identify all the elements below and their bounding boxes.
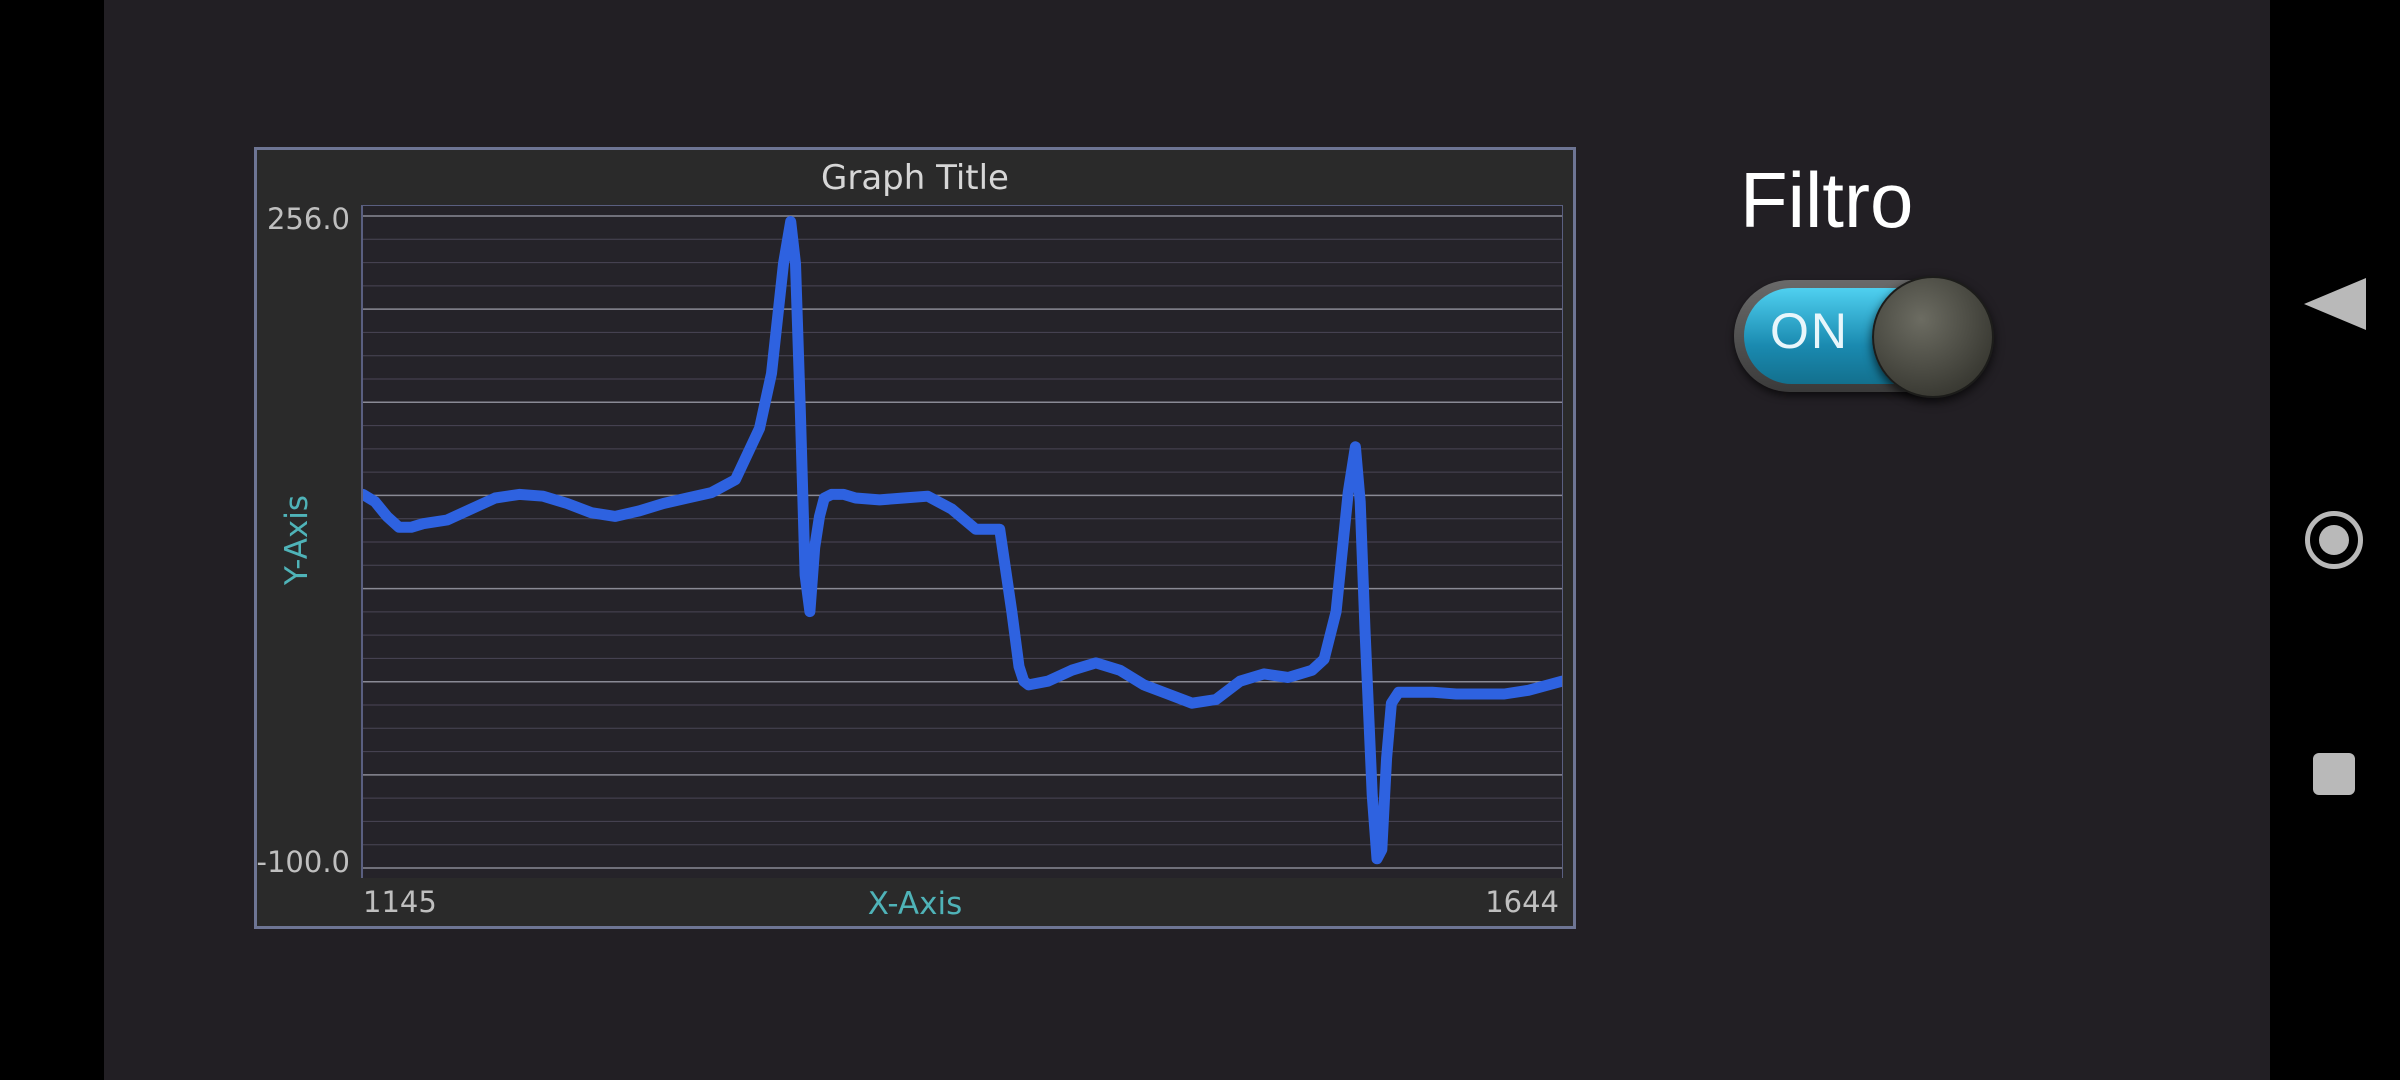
- toggle-knob[interactable]: [1872, 276, 1994, 398]
- recent-apps-square-icon[interactable]: [2313, 753, 2355, 795]
- toggle-label: ON: [1770, 303, 1849, 359]
- filter-toggle-switch[interactable]: ON: [1734, 276, 1994, 398]
- plot-area[interactable]: [361, 205, 1563, 878]
- series-line-0: [363, 216, 1562, 865]
- filter-title: Filtro: [1740, 156, 1914, 244]
- back-triangle-icon[interactable]: [2300, 276, 2370, 332]
- line-chart: [363, 215, 1562, 869]
- y-axis-label: Y-Axis: [279, 494, 315, 586]
- x-axis-label: X-Axis: [867, 886, 963, 922]
- home-circle-icon[interactable]: [2305, 511, 2363, 569]
- graph-panel: Graph Title 256.0 -100.0 Y-Axis X-Axis 1…: [254, 147, 1576, 929]
- y-min-label: -100.0: [256, 845, 351, 879]
- graph-title: Graph Title: [821, 158, 1009, 198]
- x-max-label: 1644: [1485, 885, 1559, 919]
- x-min-label: 1145: [363, 885, 437, 919]
- y-max-label: 256.0: [266, 202, 350, 236]
